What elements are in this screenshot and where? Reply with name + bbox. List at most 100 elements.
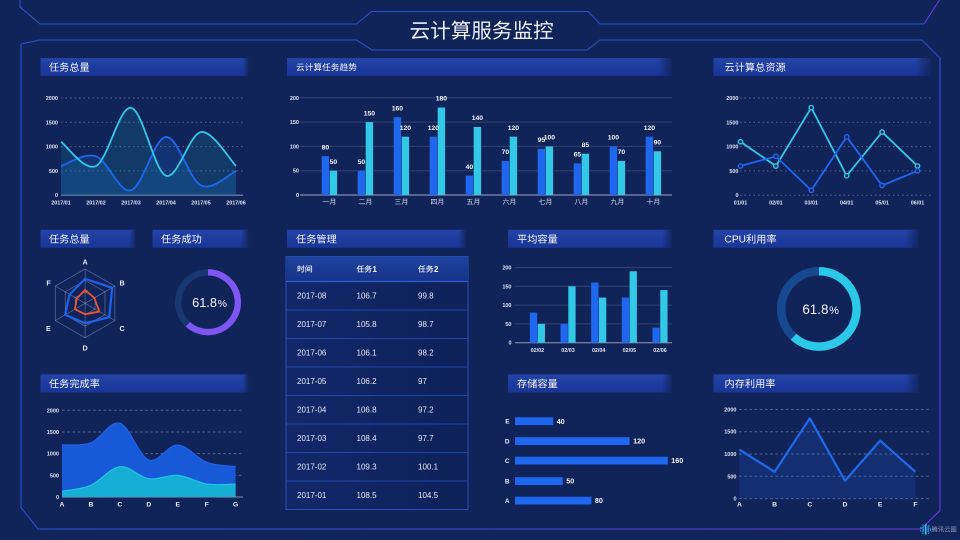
svg-text:105.8: 105.8	[357, 320, 378, 329]
svg-text:E: E	[505, 419, 510, 426]
svg-text:2017-04: 2017-04	[297, 406, 327, 415]
svg-text:2017-08: 2017-08	[297, 292, 327, 301]
svg-text:1000: 1000	[724, 452, 736, 458]
svg-text:160: 160	[671, 456, 683, 465]
svg-text:F: F	[205, 502, 209, 509]
svg-text:02/04: 02/04	[592, 348, 606, 354]
svg-text:A: A	[737, 502, 742, 509]
svg-text:90: 90	[654, 139, 662, 146]
svg-text:2017-07: 2017-07	[297, 320, 327, 329]
svg-text:109.3: 109.3	[357, 463, 378, 472]
svg-text:B: B	[505, 479, 510, 486]
svg-text:150: 150	[502, 284, 511, 290]
svg-text:160: 160	[392, 105, 404, 112]
svg-text:97.7: 97.7	[418, 434, 434, 443]
svg-text:40: 40	[466, 164, 474, 171]
svg-text:500: 500	[49, 169, 58, 175]
svg-text:2000: 2000	[726, 96, 738, 102]
svg-text:97.2: 97.2	[418, 406, 434, 415]
svg-text:2017-02: 2017-02	[297, 463, 327, 472]
svg-text:98.2: 98.2	[418, 349, 434, 358]
svg-text:50: 50	[505, 322, 511, 328]
svg-text:2017/01: 2017/01	[51, 201, 71, 207]
svg-text:1: 1	[373, 265, 378, 274]
svg-text:2017/04: 2017/04	[156, 201, 176, 207]
svg-text:106.7: 106.7	[357, 292, 378, 301]
svg-text:98.7: 98.7	[418, 320, 434, 329]
svg-text:99.8: 99.8	[418, 292, 434, 301]
svg-text:106.1: 106.1	[357, 349, 378, 358]
svg-text:1500: 1500	[726, 120, 738, 126]
svg-text:100: 100	[290, 144, 299, 150]
svg-text:04/01: 04/01	[840, 201, 854, 207]
svg-text:120: 120	[508, 125, 520, 132]
svg-text:2017/06: 2017/06	[226, 201, 246, 207]
svg-text:108.5: 108.5	[357, 491, 378, 500]
svg-text:0: 0	[508, 341, 511, 347]
svg-text:120: 120	[428, 125, 440, 132]
svg-text:1500: 1500	[724, 430, 736, 436]
svg-text:50: 50	[566, 477, 574, 486]
svg-text:A: A	[505, 498, 510, 505]
svg-text:2017-05: 2017-05	[297, 377, 327, 386]
svg-text:2017/05: 2017/05	[191, 201, 211, 207]
svg-text:104.5: 104.5	[418, 491, 439, 500]
svg-text:2017-01: 2017-01	[297, 491, 327, 500]
svg-text:70: 70	[502, 149, 510, 156]
svg-text:50: 50	[293, 169, 299, 175]
svg-text:2000: 2000	[46, 96, 58, 102]
svg-text:B: B	[120, 279, 125, 288]
svg-text:500: 500	[729, 169, 738, 175]
svg-text:C: C	[807, 502, 812, 509]
svg-text:106.8: 106.8	[357, 406, 378, 415]
svg-text:200: 200	[290, 96, 299, 102]
svg-text:F: F	[46, 279, 51, 288]
svg-text:120: 120	[400, 125, 412, 132]
svg-text:200: 200	[502, 266, 511, 272]
svg-text:40: 40	[557, 417, 565, 426]
svg-text:F: F	[913, 502, 917, 509]
svg-text:95: 95	[538, 137, 546, 144]
svg-text:2017-06: 2017-06	[297, 349, 327, 358]
svg-text:500: 500	[727, 474, 736, 480]
svg-text:1000: 1000	[726, 145, 738, 151]
svg-text:120: 120	[633, 437, 645, 446]
svg-text:2: 2	[434, 265, 439, 274]
svg-text:50: 50	[358, 159, 366, 166]
svg-text:C: C	[117, 502, 122, 509]
svg-text:50: 50	[330, 159, 338, 166]
svg-text:CPU: CPU	[725, 235, 747, 246]
svg-text:%: %	[218, 298, 227, 310]
svg-text:01/01: 01/01	[734, 201, 748, 207]
svg-text:120: 120	[644, 125, 656, 132]
svg-text:E: E	[175, 502, 180, 509]
svg-text:100: 100	[544, 135, 556, 142]
svg-text:06/01: 06/01	[911, 201, 925, 207]
svg-text:80: 80	[595, 496, 603, 505]
svg-text:61.8: 61.8	[192, 295, 217, 310]
svg-text:0: 0	[735, 193, 738, 199]
svg-text:B: B	[772, 502, 777, 509]
svg-text:E: E	[46, 324, 51, 333]
svg-text:05/01: 05/01	[875, 201, 889, 207]
svg-text:65: 65	[574, 152, 582, 159]
svg-text:0: 0	[296, 193, 299, 199]
svg-text:85: 85	[582, 142, 590, 149]
svg-text:D: D	[843, 502, 848, 509]
svg-text:100: 100	[608, 135, 620, 142]
svg-text:140: 140	[472, 115, 484, 122]
svg-text:2000: 2000	[47, 408, 59, 414]
svg-text:150: 150	[364, 110, 376, 117]
svg-text:100.1: 100.1	[418, 463, 439, 472]
svg-text:180: 180	[436, 96, 448, 103]
svg-text:D: D	[146, 502, 151, 509]
svg-text:70: 70	[618, 149, 626, 156]
svg-text:03/01: 03/01	[805, 201, 819, 207]
svg-text:2017/03: 2017/03	[121, 201, 141, 207]
svg-text:1500: 1500	[47, 430, 59, 436]
svg-text:%: %	[829, 305, 839, 317]
svg-text:C: C	[120, 324, 125, 333]
svg-text:G: G	[233, 502, 238, 509]
svg-text:1000: 1000	[46, 145, 58, 151]
svg-text:108.4: 108.4	[357, 434, 378, 443]
